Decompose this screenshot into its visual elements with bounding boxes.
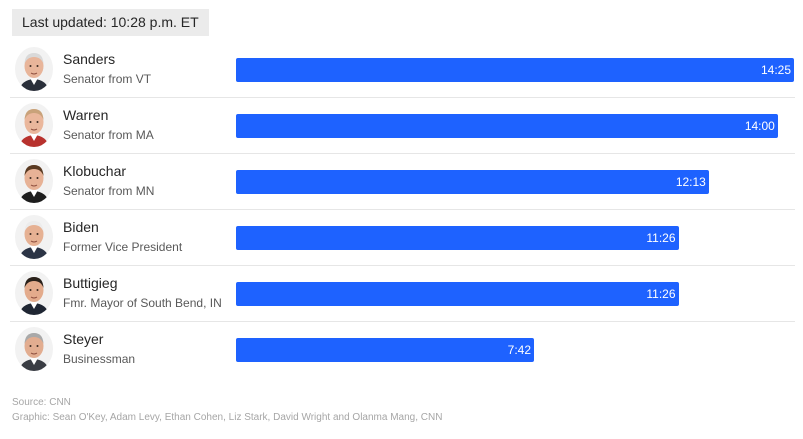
candidate-row: Klobuchar Senator from MN 12:13 — [10, 154, 795, 210]
speaking-time-bar: 14:25 — [236, 58, 794, 82]
steyer-avatar — [15, 327, 53, 371]
candidate-name: Buttigieg — [63, 275, 118, 291]
candidate-name: Sanders — [63, 51, 116, 67]
last-updated-label: Last updated: 10:28 p.m. ET — [12, 9, 209, 36]
candidate-title: Senator from MA — [63, 128, 154, 142]
candidate-row: Sanders Senator from VT 14:25 — [10, 42, 795, 98]
candidate-name: Steyer — [63, 331, 104, 347]
candidate-row: Biden Former Vice President 11:26 — [10, 210, 795, 266]
speaking-time-label: 11:26 — [646, 231, 676, 245]
biden-avatar — [15, 215, 53, 259]
candidate-title: Senator from MN — [63, 184, 155, 198]
warren-avatar — [15, 103, 53, 147]
candidate-title: Businessman — [63, 352, 136, 366]
speaking-time-bar: 11:26 — [236, 226, 679, 250]
speaking-time-label: 11:26 — [646, 287, 676, 301]
candidate-title: Senator from VT — [63, 72, 152, 86]
candidate-row: Buttigieg Fmr. Mayor of South Bend, IN 11:… — [10, 266, 795, 322]
speaking-time-label: 14:25 — [760, 63, 791, 77]
sanders-avatar — [15, 47, 53, 91]
credits-note: Graphic: Sean O'Key, Adam Levy, Ethan Co… — [12, 412, 443, 423]
footer: Source: CNN Graphic: Sean O'Key, Adam Le… — [12, 395, 442, 425]
candidate-name: Klobuchar — [63, 163, 127, 179]
candidate-title: Former Vice President — [63, 240, 183, 254]
klobuchar-avatar — [15, 159, 53, 203]
speaking-time-bar: 7:42 — [236, 338, 535, 362]
speaking-time-bar: 14:00 — [236, 114, 778, 138]
speaking-time-label: 14:00 — [744, 119, 775, 133]
speaking-time-bar: 12:13 — [236, 170, 709, 194]
speaking-time-chart: Sanders Senator from VT 14:25 Warren Senator… — [10, 42, 795, 378]
source-note: Source: CNN — [12, 397, 71, 408]
speaking-time-bar: 11:26 — [236, 282, 679, 306]
speaking-time-label: 12:13 — [675, 175, 706, 189]
candidate-row: Warren Senator from MA 14:00 — [10, 98, 795, 154]
candidate-name: Biden — [63, 219, 99, 235]
candidate-row: Steyer Businessman 7:42 — [10, 322, 795, 378]
buttigieg-avatar — [15, 271, 53, 315]
candidate-title: Fmr. Mayor of South Bend, IN — [63, 296, 222, 310]
speaking-time-label: 7:42 — [507, 343, 532, 357]
candidate-name: Warren — [63, 107, 109, 123]
